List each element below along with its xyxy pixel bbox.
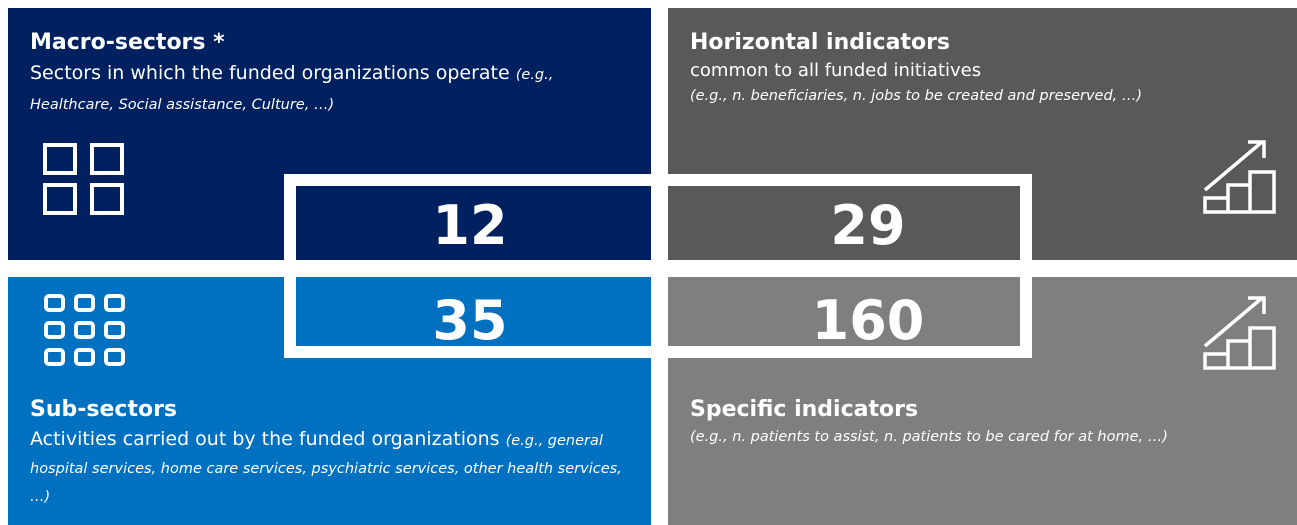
sub-sectors-panel <box>8 277 651 525</box>
count: 35 <box>432 289 508 352</box>
title: Macro-sectors * <box>30 30 225 55</box>
small-grid-icon <box>44 294 125 366</box>
growth-icon <box>1203 140 1276 214</box>
examples: (e.g., n. beneficiaries, n. jobs to be c… <box>690 88 1143 104</box>
description: Sectors in which the funded organization… <box>30 62 510 84</box>
frame <box>284 174 1032 358</box>
title: Horizontal indicators <box>690 30 951 55</box>
grid-icon <box>43 143 124 215</box>
examples: (e.g., general hospital services, home c… <box>30 433 622 505</box>
examples: (e.g., n. patients to assist, n. patient… <box>690 429 1168 445</box>
horizontal-panel <box>668 8 1297 260</box>
examples: (e.g., Healthcare, Social assistance, Cu… <box>30 67 554 113</box>
sub-sectors-text: Sub-sectors Activities carried out by th… <box>30 395 630 509</box>
description-block: Sectors in which the funded organization… <box>30 58 630 118</box>
title: Specific indicators <box>690 397 919 422</box>
count: 29 <box>830 194 906 257</box>
macro-sectors-text: Macro-sectors * Sectors in which the fun… <box>30 28 630 118</box>
horizontal-text: Horizontal indicators common to all fund… <box>690 28 1290 108</box>
count: 160 <box>811 289 925 352</box>
macro-sectors-panel <box>8 8 651 260</box>
growth-icon <box>1203 296 1276 370</box>
description-block: Activities carried out by the funded org… <box>30 425 630 509</box>
specific-panel <box>668 277 1297 525</box>
description: Activities carried out by the funded org… <box>30 428 500 450</box>
title: Sub-sectors <box>30 397 178 422</box>
description: common to all funded initiatives <box>690 60 982 81</box>
count: 12 <box>432 194 508 257</box>
specific-text: Specific indicators (e.g., n. patients t… <box>690 395 1290 449</box>
